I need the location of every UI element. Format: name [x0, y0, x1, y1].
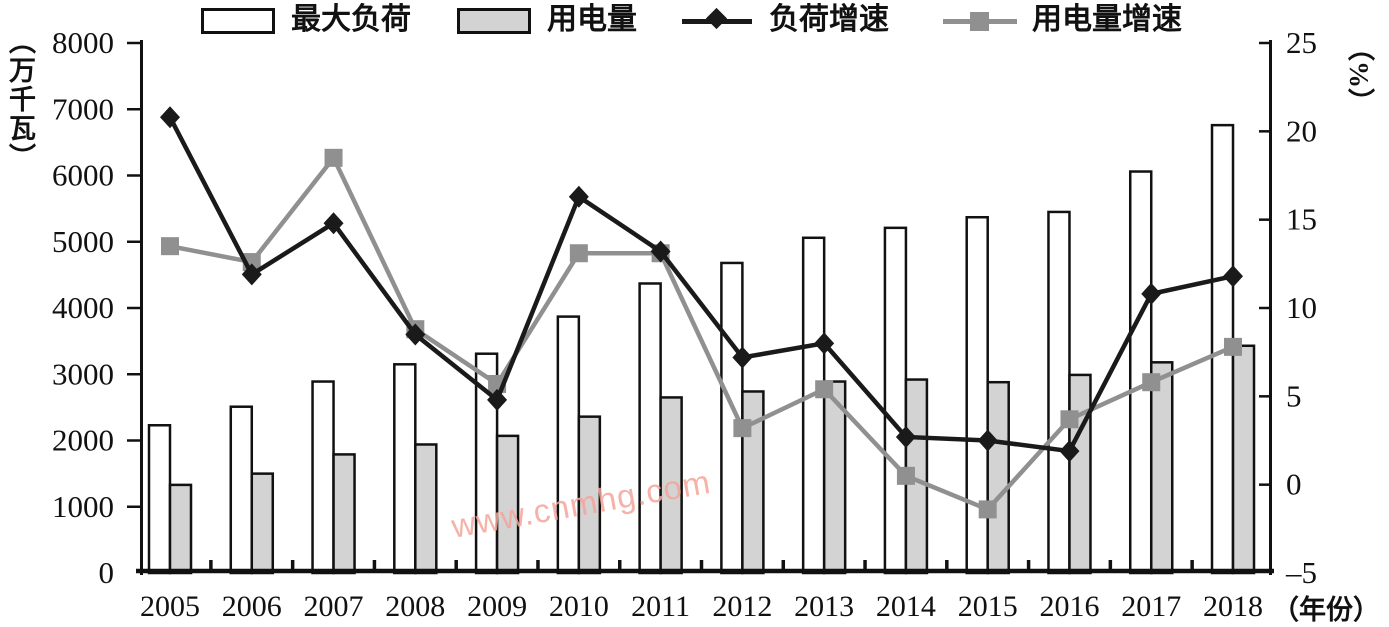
line-load-growth [168, 116, 1234, 454]
marker-diamond-2017 [1141, 282, 1162, 305]
bar-max-load-2016 [1047, 210, 1071, 575]
marker-square-2007 [324, 148, 343, 167]
left-axis-title: （万千瓦） [5, 27, 35, 172]
marker-diamond-2013 [814, 332, 835, 355]
marker-square-2005 [161, 237, 179, 256]
bar-max-load-2005 [147, 424, 172, 575]
marker-diamond-2016 [1059, 440, 1080, 463]
x-tick-label: 2014 [876, 590, 936, 623]
x-tick-label: 2016 [1039, 590, 1099, 623]
y-left-tick-label: 0 [99, 555, 115, 590]
marker-diamond-2005 [160, 106, 180, 129]
y-left-tick-label: 7000 [52, 91, 114, 126]
y-left-tick-label: 4000 [52, 290, 114, 325]
marker-square-2018 [1224, 337, 1243, 356]
bar-electricity-2017 [1149, 361, 1174, 575]
marker-square-2014 [896, 466, 915, 485]
bar-max-load-2017 [1128, 170, 1153, 575]
bar-max-load-2015 [965, 215, 989, 575]
legend-label-max-load: 最大负荷 [291, 3, 411, 36]
marker-diamond-2014 [895, 425, 916, 448]
legend-square-icon [970, 12, 989, 31]
y-right-tick-label: 0 [1286, 467, 1302, 502]
marker-diamond-2009 [487, 388, 508, 411]
bar-max-load-2006 [229, 405, 254, 575]
bar-max-load-2011 [638, 282, 662, 575]
x-axis-title: （年份） [1272, 595, 1380, 625]
bar-electricity-2007 [332, 453, 356, 575]
legend-label-electricity: 用电量 [547, 3, 637, 36]
y-left-tick-label: 6000 [52, 158, 114, 193]
marker-diamond-2015 [977, 429, 998, 452]
marker-square-2016 [1060, 410, 1079, 429]
marker-square-2017 [1142, 373, 1161, 392]
marker-square-2013 [815, 380, 834, 399]
bar-max-load-2014 [883, 226, 908, 575]
bar-max-load-2010 [556, 315, 581, 575]
bar-electricity-2015 [986, 380, 1010, 575]
x-tick-label: 2017 [1121, 590, 1181, 623]
y-right-tick-label: 5 [1286, 378, 1302, 413]
bar-electricity-2016 [1068, 373, 1092, 575]
y-left-tick-label: 2000 [52, 423, 114, 458]
x-tick-label: 2009 [467, 590, 527, 623]
legend-label-electricity-growth: 用电量增速 [1032, 3, 1182, 36]
y-left-tick-label: 5000 [52, 224, 114, 259]
line-electricity-growth [169, 153, 1234, 513]
x-tick-label: 2015 [958, 590, 1018, 623]
bar-max-load-2007 [311, 380, 335, 575]
legend-label-load-growth: 负荷增速 [769, 3, 889, 36]
marker-diamond-2006 [241, 263, 262, 286]
bar-electricity-2008 [414, 443, 438, 575]
y-left-tick-label: 3000 [52, 356, 114, 391]
marker-diamond-2018 [1223, 265, 1244, 288]
y-left-tick-label: 8000 [52, 25, 114, 60]
x-tick-label: 2012 [712, 590, 772, 623]
y-right-tick-label: 15 [1286, 202, 1317, 237]
x-tick-label: 2011 [631, 590, 690, 623]
bar-electricity-2005 [168, 483, 193, 575]
bar-electricity-2006 [250, 472, 275, 575]
y-right-tick-label: –5 [1285, 555, 1317, 590]
x-tick-label: 2005 [140, 590, 200, 623]
marker-diamond-2012 [732, 346, 753, 369]
marker-diamond-2011 [650, 240, 671, 263]
bar-electricity-2018 [1231, 344, 1256, 575]
marker-diamond-2007 [323, 212, 344, 235]
marker-square-2015 [978, 500, 997, 519]
bar-max-load-2008 [393, 363, 417, 575]
x-tick-label: 2006 [222, 590, 282, 623]
x-tick-label: 2018 [1203, 590, 1263, 623]
y-left-tick-label: 1000 [52, 489, 114, 524]
x-tick-label: 2007 [304, 590, 364, 623]
bar-max-load-2013 [801, 236, 826, 575]
x-tick-label: 2010 [549, 590, 609, 623]
marker-diamond-2010 [568, 185, 589, 208]
marker-square-2010 [569, 244, 588, 263]
x-tick-label: 2013 [794, 590, 854, 623]
marker-square-2012 [733, 419, 752, 438]
y-right-tick-label: 10 [1286, 290, 1317, 325]
legend-swatch-max-load [201, 8, 275, 34]
y-right-tick-label: 25 [1286, 25, 1317, 60]
x-tick-label: 2008 [385, 590, 445, 623]
legend-swatch-electricity [457, 8, 531, 34]
marker-diamond-2008 [405, 323, 426, 346]
right-axis-title: （%） [1344, 34, 1374, 115]
y-right-tick-label: 20 [1286, 113, 1317, 148]
